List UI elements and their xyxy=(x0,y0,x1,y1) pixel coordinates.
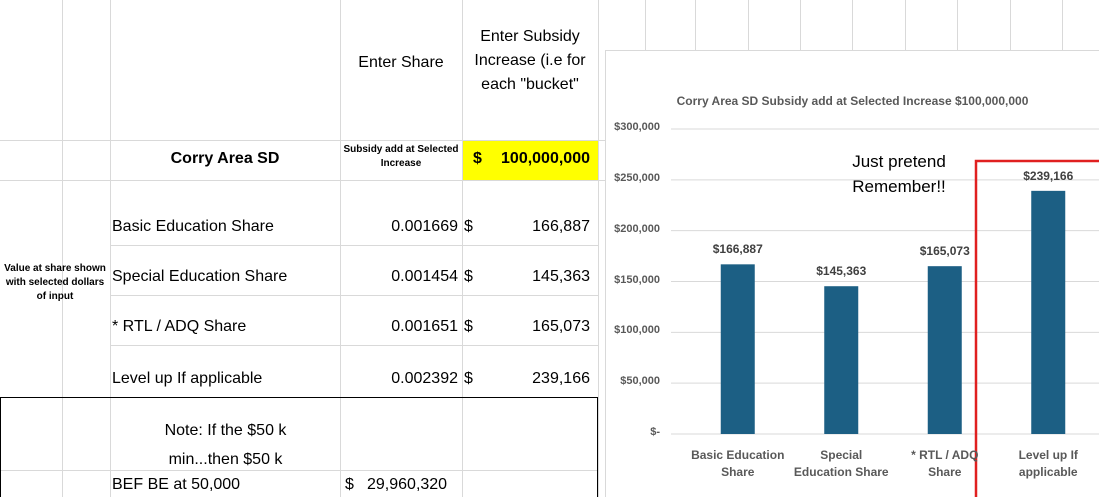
y-tick-label: $300,000 xyxy=(614,121,660,133)
y-tick-label: $50,000 xyxy=(620,375,660,388)
value-label: $145,363 xyxy=(816,264,867,279)
bar xyxy=(927,266,962,434)
row-currency: $ xyxy=(464,318,473,335)
row-share: 0.001651 xyxy=(391,318,458,335)
row-share: 0.001454 xyxy=(391,268,458,285)
y-tick-label: $150,000 xyxy=(614,273,660,286)
row-line xyxy=(110,345,598,346)
row-label: * RTL / ADQ Share xyxy=(112,318,247,335)
row-label: Level up If applicable xyxy=(112,370,263,387)
y-tick-label: $100,000 xyxy=(614,324,660,337)
row-amount: 166,887 xyxy=(532,218,590,235)
chart-plot xyxy=(671,128,1099,497)
row-line xyxy=(0,140,1099,141)
subsidy-amount: 100,000,000 xyxy=(501,150,590,167)
y-tick-label: $200,000 xyxy=(614,222,660,235)
row-line xyxy=(110,245,598,246)
row-line xyxy=(110,295,598,296)
district: Corry Area SD xyxy=(170,150,280,167)
bar xyxy=(824,286,859,434)
bef-currency: $ xyxy=(345,476,354,493)
subsidy-currency: $ xyxy=(473,150,482,167)
x-tick-label: * RTL / ADQ Share xyxy=(911,448,979,479)
header-increase: Enter Subsidy Increase (i.e for each "bu… xyxy=(474,28,586,93)
row-share: 0.002392 xyxy=(391,370,458,387)
x-tick-label: Basic Education Share xyxy=(691,448,785,479)
row-currency: $ xyxy=(464,218,473,235)
annotation-box xyxy=(974,159,1099,497)
subsidy-label: Subsidy add at Selected Increase xyxy=(343,144,459,169)
row-currency: $ xyxy=(464,268,473,285)
row-amount: 239,166 xyxy=(532,370,590,387)
side-note: Value at share shown with selected dolla… xyxy=(4,263,106,302)
row-label: Basic Education Share xyxy=(112,218,274,235)
y-tick-label: $- xyxy=(650,426,660,438)
chart-title: Corry Area SD Subsidy add at Selected In… xyxy=(676,94,1029,108)
col-line xyxy=(62,0,63,497)
col-line xyxy=(110,0,111,497)
row-amount: 165,073 xyxy=(532,318,590,335)
row-line xyxy=(0,180,1099,181)
value-label: $239,166 xyxy=(1023,168,1074,183)
note-box xyxy=(0,397,598,497)
yellow-cell xyxy=(463,141,598,180)
col-line xyxy=(598,0,599,497)
bar xyxy=(1031,190,1066,434)
row-amount: 145,363 xyxy=(532,268,590,285)
y-tick-label: $250,000 xyxy=(614,171,660,184)
x-tick-label: Level up If applicable xyxy=(1018,448,1078,479)
col-line xyxy=(462,0,463,497)
row-line xyxy=(0,470,598,471)
x-tick-label: Special Education Share xyxy=(793,448,889,479)
row-currency: $ xyxy=(464,370,473,387)
annotation: Just pretend Remember!! xyxy=(852,152,946,196)
row-label: Special Education Share xyxy=(112,268,288,285)
note: Note: If the $50 k min...then $50 k xyxy=(164,422,287,468)
header-share: Enter Share xyxy=(358,54,444,71)
value-label: $165,073 xyxy=(919,244,970,259)
bef-amount: 29,960,320 xyxy=(367,476,448,493)
row-share: 0.001669 xyxy=(391,218,458,235)
bar xyxy=(720,264,755,434)
chart: Corry Area SD Subsidy add at Selected In… xyxy=(605,50,1099,497)
col-line xyxy=(340,0,341,497)
value-label: $166,887 xyxy=(712,242,763,257)
bef-label: BEF BE at 50,000 xyxy=(112,476,241,493)
